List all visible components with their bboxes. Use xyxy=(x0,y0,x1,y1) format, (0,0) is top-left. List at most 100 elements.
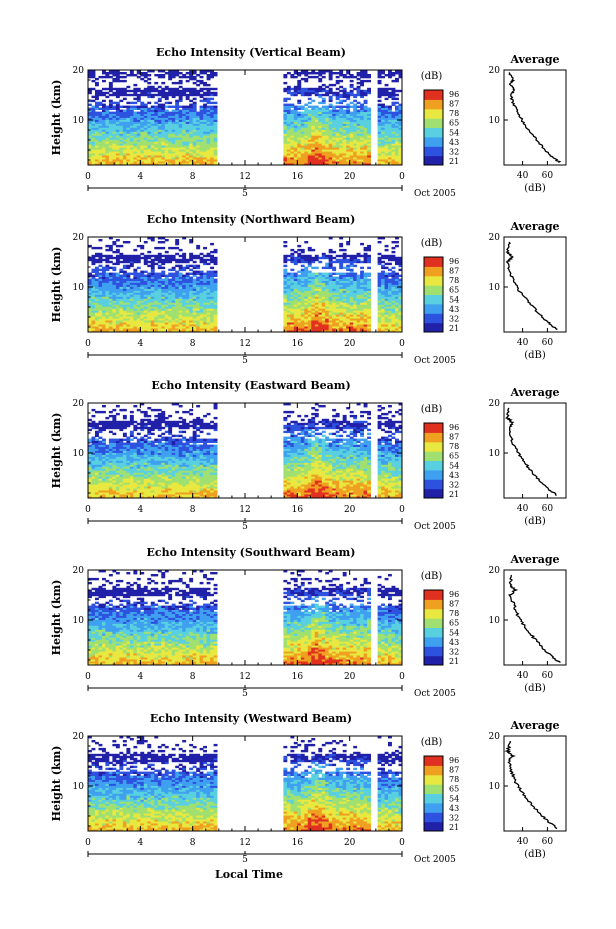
heatmap-cell xyxy=(119,127,124,130)
heatmap-cell xyxy=(88,155,92,158)
heatmap-cell xyxy=(335,159,340,162)
heatmap-cell xyxy=(189,127,194,130)
heatmap-cell xyxy=(178,143,183,146)
heatmap-cell xyxy=(88,75,92,79)
heatmap-cell xyxy=(353,139,358,142)
heatmap-cell xyxy=(286,121,291,124)
heatmap-cell xyxy=(157,155,162,158)
heatmap-cell xyxy=(297,89,302,93)
heatmap-cell xyxy=(171,147,176,150)
heatmap-cell xyxy=(108,155,113,158)
heatmap-cell xyxy=(367,141,371,144)
heatmap-cell xyxy=(122,296,127,299)
heatmap-cell xyxy=(328,137,333,140)
heatmap-cell xyxy=(164,149,169,152)
heatmap-cell xyxy=(395,153,399,156)
heatmap-cell xyxy=(311,256,316,260)
heatmap-cell xyxy=(105,290,110,293)
heatmap-cell xyxy=(91,131,96,134)
heatmap-cell xyxy=(129,155,134,158)
heatmap-cell xyxy=(112,105,117,108)
heatmap-cell xyxy=(136,141,141,144)
heatmap-cell xyxy=(136,133,141,136)
heatmap-cell xyxy=(395,77,399,81)
heatmap-cell xyxy=(311,153,316,156)
heatmap-cell xyxy=(150,121,155,124)
heatmap-cell xyxy=(360,151,364,154)
heatmap-cell xyxy=(286,145,291,148)
heatmap-cell xyxy=(108,127,113,130)
heatmap-cell xyxy=(189,117,194,120)
heatmap-cell xyxy=(328,133,333,136)
heatmap-cell xyxy=(353,87,358,91)
colorbar-segment xyxy=(424,108,443,112)
heatmap-cell xyxy=(133,89,138,93)
heatmap-cell xyxy=(203,145,207,148)
heatmap-cell xyxy=(360,155,364,158)
heatmap-cell xyxy=(102,284,106,287)
heatmap-cell xyxy=(129,161,134,164)
heatmap-cell xyxy=(91,254,96,258)
heatmap-cell xyxy=(185,72,190,75)
heatmap-cell xyxy=(115,127,120,130)
heatmap-cell xyxy=(297,121,302,124)
heatmap-cell xyxy=(164,153,169,156)
heatmap-cell xyxy=(332,153,337,156)
heatmap-cell xyxy=(168,74,173,77)
heatmap-cell xyxy=(119,306,124,309)
heatmap-cell xyxy=(157,105,162,108)
heatmap-cell xyxy=(377,129,382,132)
heatmap-cell xyxy=(164,111,169,114)
heatmap-cell xyxy=(328,117,333,120)
colorbar-segment xyxy=(424,136,443,140)
heatmap-cell xyxy=(168,117,173,120)
heatmap-cell xyxy=(115,272,120,275)
heatmap-cell xyxy=(286,131,291,134)
heatmap-cell xyxy=(213,161,218,164)
heatmap-cell xyxy=(314,113,319,116)
heatmap-cell xyxy=(112,149,117,152)
heatmap-cell xyxy=(88,121,92,124)
colorbar-segment xyxy=(424,153,443,157)
heatmap-cell xyxy=(102,302,106,305)
heatmap-cell xyxy=(178,131,183,134)
heatmap-cell xyxy=(332,147,337,150)
heatmap-cell xyxy=(115,91,120,95)
heatmap-cell xyxy=(88,282,92,285)
heatmap-cell xyxy=(304,155,309,158)
heatmap-cell xyxy=(112,131,117,134)
heatmap-cell xyxy=(140,131,145,134)
heatmap-cell xyxy=(206,93,211,97)
heatmap-cell xyxy=(318,125,323,128)
heatmap-cell xyxy=(105,131,110,134)
heatmap-cell xyxy=(332,125,337,128)
heatmap-cell xyxy=(391,163,396,166)
colorbar-segment xyxy=(424,135,443,138)
heatmap-cell xyxy=(154,89,159,93)
heatmap-cell xyxy=(178,147,183,150)
heatmap-cell xyxy=(91,121,96,124)
heatmap-cell xyxy=(164,139,169,142)
heatmap-cell xyxy=(283,127,288,130)
heatmap-cell xyxy=(126,163,131,166)
heatmap-cell xyxy=(286,111,291,114)
heatmap-cell xyxy=(196,123,201,126)
heatmap-cell xyxy=(98,292,103,295)
heatmap-cell xyxy=(189,139,194,142)
heatmap-cell xyxy=(91,135,96,138)
heatmap-cell xyxy=(102,286,106,289)
heatmap-cell xyxy=(119,296,124,299)
heatmap-cell xyxy=(342,127,347,130)
heatmap-cell xyxy=(342,95,347,99)
heatmap-cell xyxy=(314,151,319,154)
heatmap-cell xyxy=(391,113,396,116)
heatmap-cell xyxy=(388,151,392,154)
heatmap-cell xyxy=(384,127,389,130)
heatmap-cell xyxy=(189,161,194,164)
heatmap-cell xyxy=(325,131,330,134)
heatmap-cell xyxy=(395,145,399,148)
heatmap-cell xyxy=(98,139,103,142)
heatmap-cell xyxy=(293,109,298,112)
heatmap-cell xyxy=(388,141,392,144)
heatmap-cell xyxy=(171,109,176,112)
